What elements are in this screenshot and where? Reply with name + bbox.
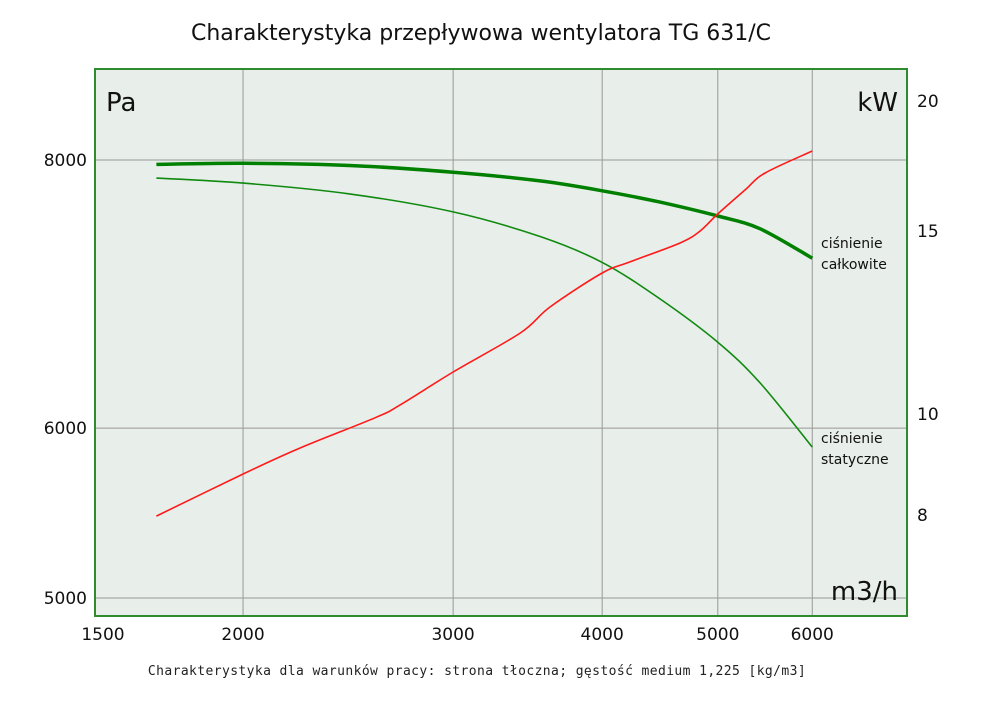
y-left-tick-label: 6000 [44, 419, 87, 439]
x-tick-label: 4000 [581, 625, 624, 645]
x-tick-label: 1500 [81, 625, 124, 645]
footnote: Charakterystyka dla warunków pracy: stro… [148, 664, 806, 679]
static-pressure-label: statyczne [821, 452, 889, 468]
chart-title: Charakterystyka przepływowa wentylatora … [191, 21, 771, 46]
series-group [156, 150, 814, 517]
tick-labels: 1500 2000 3000 4000 5000 6000 5000 6000 8000 8 10 1… [44, 92, 939, 645]
static-pressure-label: ciśnienie [821, 431, 883, 447]
plot-area [95, 69, 907, 616]
total-pressure-label: całkowite [821, 257, 887, 273]
x-axis-unit-label: m3/h [831, 577, 898, 607]
x-tick-label: 2000 [221, 625, 264, 645]
series-labels: ciśnienie całkowite ciśnienie statyczne [821, 236, 889, 468]
y-right-tick-label: 8 [917, 506, 928, 526]
y-right-tick-label: 10 [917, 405, 939, 425]
total-pressure-curve [156, 161, 814, 260]
total-pressure-label: ciśnienie [821, 236, 883, 252]
x-tick-label: 3000 [431, 625, 474, 645]
left-axis-unit-label: Pa [106, 88, 136, 118]
y-right-tick-label: 15 [917, 222, 939, 242]
power-curve [156, 150, 813, 517]
x-tick-label: 5000 [696, 625, 739, 645]
gridlines [95, 69, 907, 616]
y-left-tick-label: 5000 [44, 589, 87, 609]
x-tick-label: 6000 [791, 625, 834, 645]
y-right-tick-label: 20 [917, 92, 939, 112]
right-axis-unit-label: kW [857, 88, 898, 118]
static-pressure-curve [156, 177, 813, 448]
plot-frame [94, 68, 908, 617]
y-left-tick-label: 8000 [44, 151, 87, 171]
